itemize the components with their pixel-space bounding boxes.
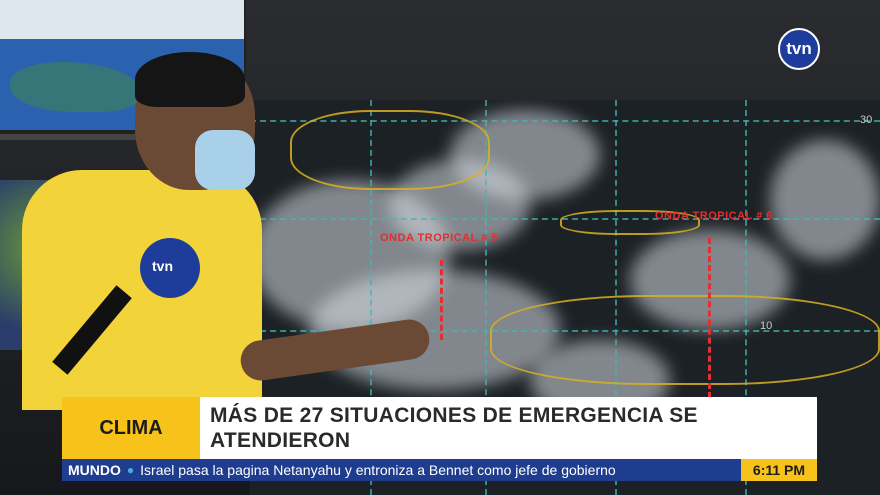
latitude-label: 30	[860, 114, 873, 126]
presenter-shirt	[22, 170, 262, 410]
clock: 6:11 PM	[741, 459, 817, 481]
lower-third: CLIMA MÁS DE 27 SITUACIONES DE EMERGENCI…	[62, 397, 817, 459]
tropical-wave-5-label: ONDA TROPICAL # 5	[380, 232, 498, 244]
tropical-wave-6-label: ONDA TROPICAL # 6	[655, 210, 773, 222]
category-label: CLIMA	[62, 397, 200, 459]
tropical-wave-5-line	[440, 260, 443, 340]
news-ticker: MUNDO ● Israel pasa la pagina Netanyahu …	[62, 459, 817, 481]
face-mask	[195, 130, 255, 190]
tropical-wave-6-line	[708, 238, 711, 398]
latitude-label: 10	[760, 320, 773, 332]
channel-logo: tvn	[778, 28, 820, 70]
ticker-section: MUNDO	[68, 462, 121, 478]
microphone: tvn	[140, 238, 200, 298]
ticker-text: Israel pasa la pagina Netanyahu y entron…	[140, 462, 616, 478]
headline: MÁS DE 27 SITUACIONES DE EMERGENCIA SE A…	[200, 397, 817, 459]
bullet-icon: ●	[126, 463, 135, 477]
presenter-hair	[135, 52, 245, 107]
mic-logo: tvn	[152, 258, 173, 274]
